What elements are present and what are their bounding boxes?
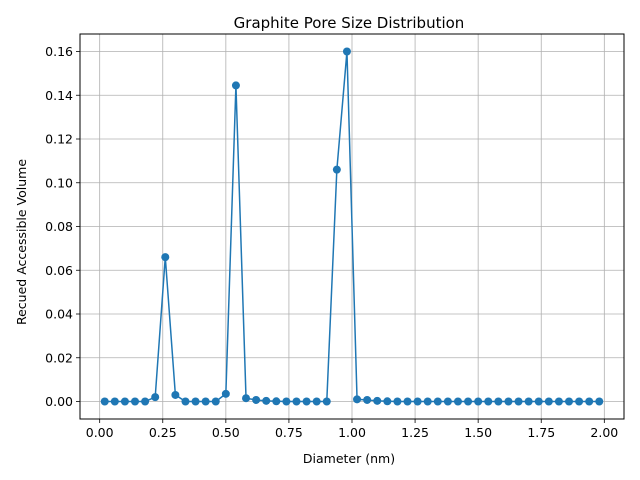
- y-tick-label: 0.00: [45, 394, 73, 409]
- x-tick-label: 0.75: [275, 425, 303, 440]
- data-point: [575, 397, 584, 406]
- data-point: [242, 394, 251, 403]
- data-point: [554, 397, 563, 406]
- data-point: [161, 253, 170, 262]
- series-group: [100, 47, 604, 406]
- data-point: [272, 397, 281, 406]
- data-point: [141, 397, 150, 406]
- chart-title: Graphite Pore Size Distribution: [234, 14, 465, 32]
- data-point: [403, 397, 412, 406]
- data-point: [534, 397, 543, 406]
- data-point: [302, 397, 311, 406]
- y-tick-label: 0.12: [45, 132, 73, 147]
- x-tick-label: 1.25: [401, 425, 429, 440]
- data-point: [151, 393, 160, 402]
- y-tick-label: 0.14: [45, 88, 73, 103]
- data-point: [100, 397, 109, 406]
- y-tick-label: 0.06: [45, 263, 73, 278]
- data-point: [413, 397, 422, 406]
- data-point: [544, 397, 553, 406]
- x-axis-ticks: 0.00 0.25 0.50 0.75 1.00 1.25 1.50 1.75 2.00: [86, 419, 618, 440]
- data-point: [373, 396, 382, 405]
- data-point: [393, 397, 402, 406]
- data-point: [504, 397, 513, 406]
- x-tick-label: 1.50: [464, 425, 492, 440]
- data-point: [171, 390, 180, 399]
- data-point: [585, 397, 594, 406]
- x-tick-label: 1.75: [527, 425, 555, 440]
- y-tick-label: 0.02: [45, 350, 73, 365]
- data-point: [453, 397, 462, 406]
- data-point: [211, 397, 220, 406]
- data-point: [312, 397, 321, 406]
- data-point: [342, 47, 351, 56]
- data-point: [262, 396, 271, 405]
- x-tick-label: 1.00: [338, 425, 366, 440]
- x-tick-label: 0.25: [149, 425, 177, 440]
- data-point: [494, 397, 503, 406]
- data-point: [564, 397, 573, 406]
- data-point: [383, 397, 392, 406]
- y-axis-label: Recued Accessible Volume: [14, 159, 29, 325]
- y-tick-label: 0.16: [45, 44, 73, 59]
- x-axis-label: Diameter (nm): [303, 451, 395, 466]
- data-point: [464, 397, 473, 406]
- y-axis-ticks: 0.00 0.02 0.04 0.06 0.08 0.10 0.12 0.14 0.16: [45, 44, 80, 409]
- data-point: [474, 397, 483, 406]
- x-tick-label: 2.00: [590, 425, 618, 440]
- data-point: [201, 397, 210, 406]
- data-point: [181, 397, 190, 406]
- data-point: [363, 395, 372, 404]
- plot-frame: [79, 33, 625, 420]
- data-point: [433, 397, 442, 406]
- data-point: [231, 81, 240, 90]
- y-tick-label: 0.04: [45, 307, 73, 322]
- data-point: [282, 397, 291, 406]
- data-point: [191, 397, 200, 406]
- x-tick-label: 0.00: [86, 425, 114, 440]
- data-point: [120, 397, 129, 406]
- y-tick-label: 0.10: [45, 175, 73, 190]
- x-tick-label: 0.50: [212, 425, 240, 440]
- data-point: [221, 389, 230, 398]
- data-point: [322, 397, 331, 406]
- data-point: [131, 397, 140, 406]
- y-tick-label: 0.08: [45, 219, 73, 234]
- data-point: [292, 397, 301, 406]
- data-point: [514, 397, 523, 406]
- data-point: [423, 397, 432, 406]
- data-point: [332, 165, 341, 174]
- data-point: [110, 397, 119, 406]
- data-point: [443, 397, 452, 406]
- data-point: [595, 397, 604, 406]
- data-point: [353, 395, 362, 404]
- data-point: [524, 397, 533, 406]
- data-point: [252, 395, 261, 404]
- data-point: [484, 397, 493, 406]
